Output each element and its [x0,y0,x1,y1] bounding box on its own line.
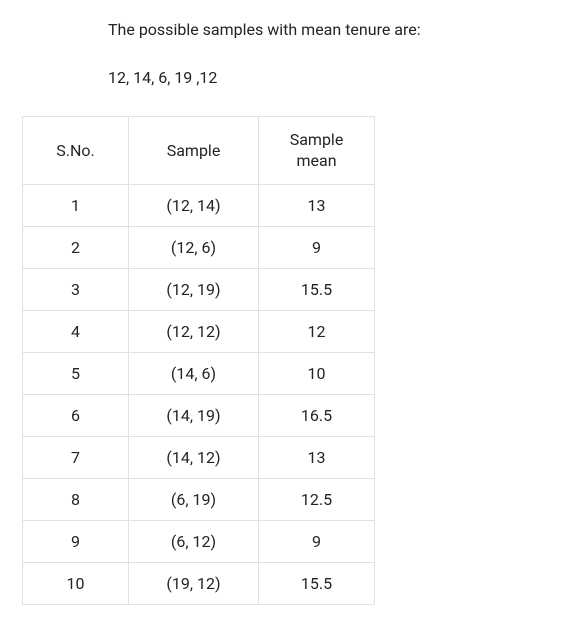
table-header-row: S.No. Sample Sample mean [23,117,375,185]
cell-mean: 15.5 [259,269,375,311]
table-row: 3(12, 19)15.5 [23,269,375,311]
col-header-sample: Sample [129,117,259,185]
cell-sample: (12, 6) [129,227,259,269]
cell-sample: (6, 12) [129,521,259,563]
cell-sno: 7 [23,437,129,479]
cell-mean: 13 [259,185,375,227]
cell-sample: (12, 14) [129,185,259,227]
col-header-sno: S.No. [23,117,129,185]
col-header-mean-line1: Sample [290,130,344,149]
values-text: 12, 14, 6, 19 ,12 [108,66,565,90]
cell-mean: 15.5 [259,563,375,605]
table-row: 10(19, 12)15.5 [23,563,375,605]
table-row: 9(6, 12)9 [23,521,375,563]
cell-sno: 8 [23,479,129,521]
table-row: 8(6, 19)12.5 [23,479,375,521]
cell-mean: 9 [259,227,375,269]
cell-sno: 4 [23,311,129,353]
samples-table: S.No. Sample Sample mean 1(12, 14)132(12… [22,116,375,605]
cell-sno: 10 [23,563,129,605]
cell-sample: (12, 12) [129,311,259,353]
table-body: 1(12, 14)132(12, 6)93(12, 19)15.54(12, 1… [23,185,375,605]
col-header-mean: Sample mean [259,117,375,185]
table-row: 6(14, 19)16.5 [23,395,375,437]
cell-sno: 6 [23,395,129,437]
cell-mean: 16.5 [259,395,375,437]
cell-sample: (19, 12) [129,563,259,605]
cell-sample: (14, 6) [129,353,259,395]
cell-sno: 5 [23,353,129,395]
cell-sample: (14, 19) [129,395,259,437]
cell-sno: 9 [23,521,129,563]
table-row: 1(12, 14)13 [23,185,375,227]
cell-mean: 10 [259,353,375,395]
cell-sno: 2 [23,227,129,269]
cell-sample: (14, 12) [129,437,259,479]
cell-sample: (6, 19) [129,479,259,521]
cell-mean: 13 [259,437,375,479]
cell-sno: 3 [23,269,129,311]
cell-mean: 12.5 [259,479,375,521]
intro-text: The possible samples with mean tenure ar… [108,18,565,42]
cell-sno: 1 [23,185,129,227]
cell-mean: 12 [259,311,375,353]
cell-mean: 9 [259,521,375,563]
table-row: 5(14, 6)10 [23,353,375,395]
col-header-mean-line2: mean [296,151,336,170]
table-row: 2(12, 6)9 [23,227,375,269]
table-row: 7(14, 12)13 [23,437,375,479]
table-row: 4(12, 12)12 [23,311,375,353]
cell-sample: (12, 19) [129,269,259,311]
